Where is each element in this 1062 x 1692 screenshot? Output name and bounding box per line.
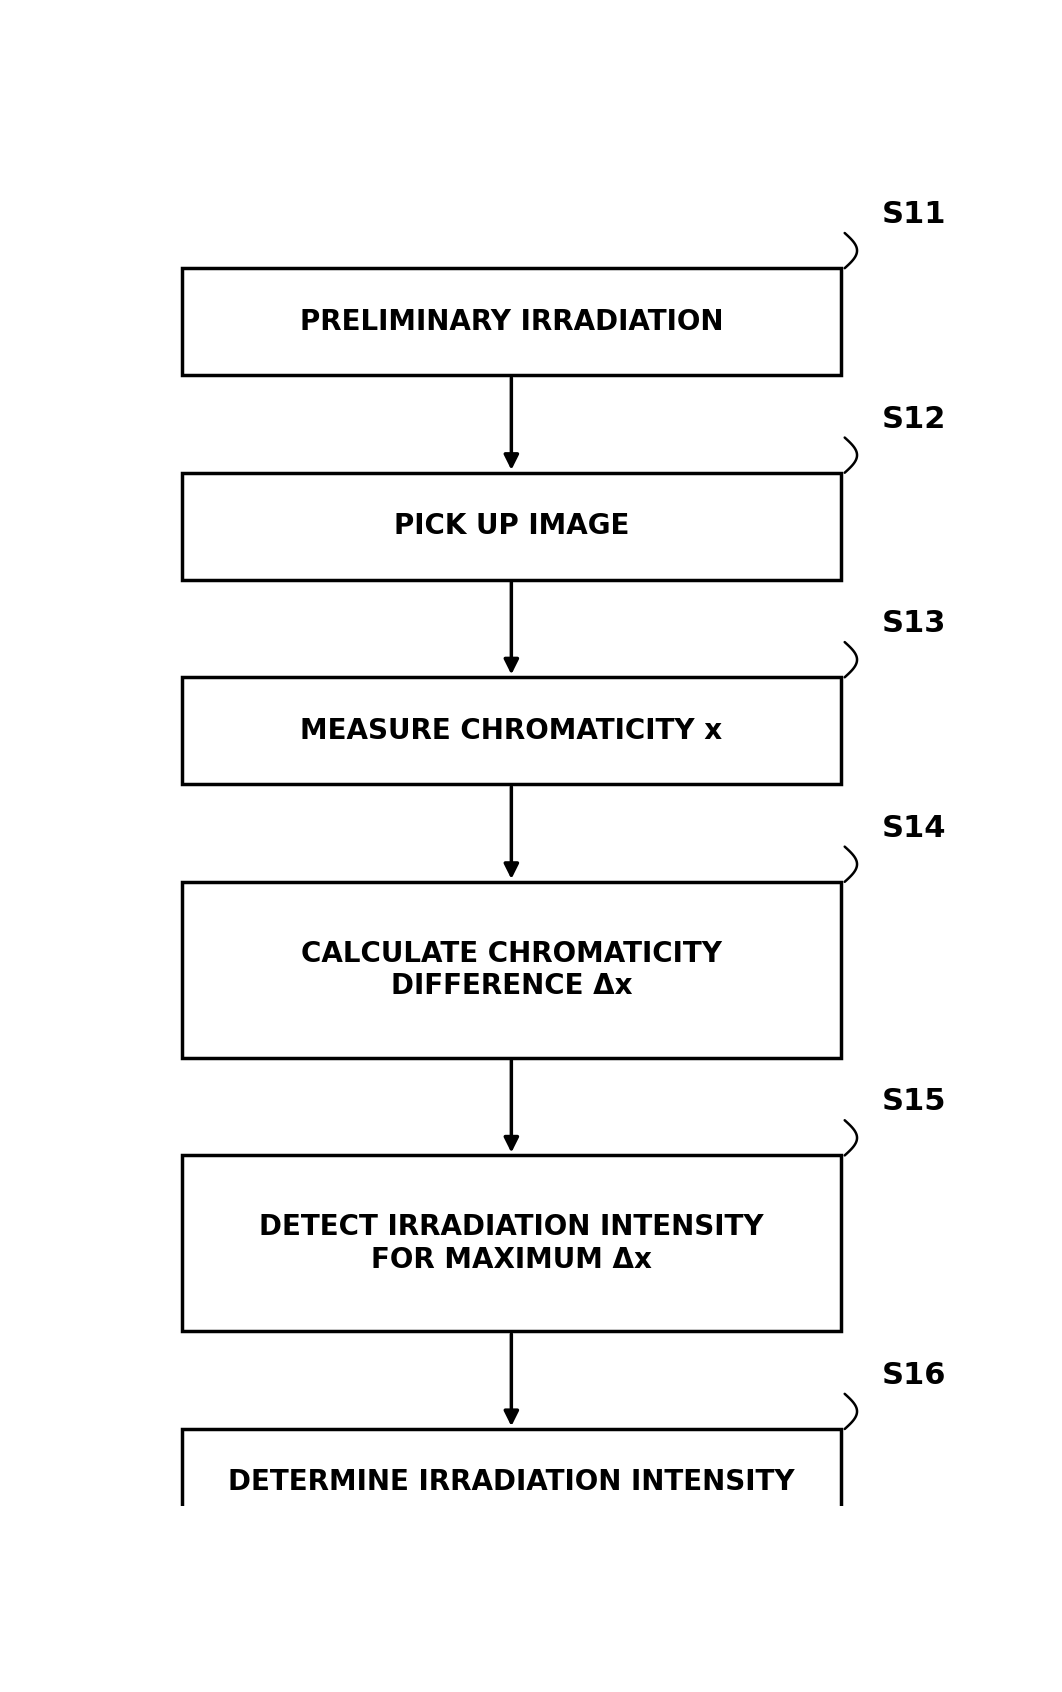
Text: S11: S11	[881, 200, 946, 228]
Bar	[183, 882, 841, 1058]
Bar	[183, 1156, 841, 1332]
Text: S15: S15	[881, 1088, 946, 1117]
Text: DETERMINE IRRADIATION INTENSITY: DETERMINE IRRADIATION INTENSITY	[228, 1469, 794, 1496]
Bar	[183, 677, 841, 783]
Text: MEASURE CHROMATICITY x: MEASURE CHROMATICITY x	[301, 717, 722, 744]
Bar	[183, 472, 841, 580]
Text: S12: S12	[881, 404, 946, 433]
Text: PICK UP IMAGE: PICK UP IMAGE	[394, 513, 629, 540]
Text: S14: S14	[881, 814, 946, 843]
Text: S13: S13	[881, 609, 946, 638]
Text: PRELIMINARY IRRADIATION: PRELIMINARY IRRADIATION	[299, 308, 723, 335]
Bar	[183, 1430, 841, 1536]
Bar	[183, 269, 841, 376]
Text: S16: S16	[881, 1360, 946, 1389]
Text: CALCULATE CHROMATICITY
DIFFERENCE Δx: CALCULATE CHROMATICITY DIFFERENCE Δx	[301, 939, 722, 1000]
Text: DETECT IRRADIATION INTENSITY
FOR MAXIMUM Δx: DETECT IRRADIATION INTENSITY FOR MAXIMUM…	[259, 1213, 764, 1274]
